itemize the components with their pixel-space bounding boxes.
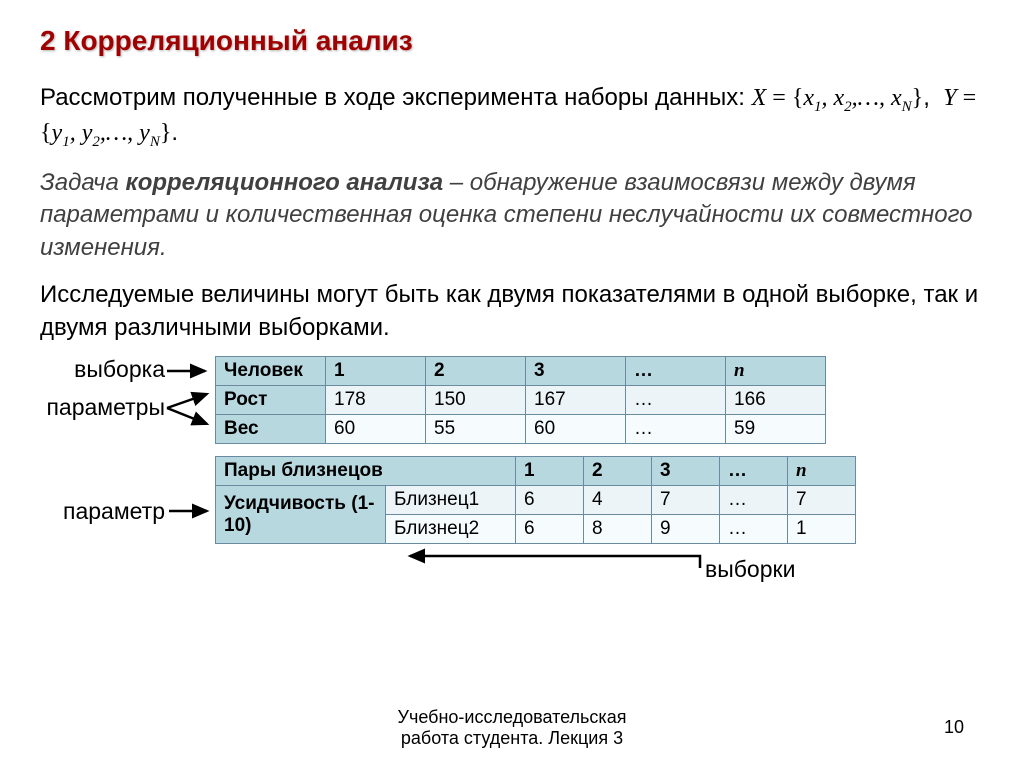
table2-header-cell: 3 <box>652 457 720 486</box>
table1-cell: Рост <box>216 386 326 415</box>
footer: Учебно-исследовательская работа студента… <box>0 707 1024 750</box>
table2-cell: 6 <box>516 515 584 544</box>
task-bold: корреляционного анализа <box>126 169 444 196</box>
table2-zone: параметр Пары близнецов123…nУсидчивость … <box>215 456 1005 544</box>
page-number: 10 <box>944 717 964 738</box>
table2-cell: 8 <box>584 515 652 544</box>
label-vyborka: выборка <box>50 356 165 383</box>
slide-title: 2 Корреляционный анализ <box>40 25 984 57</box>
table2-cell: 9 <box>652 515 720 544</box>
table2-cell: 7 <box>652 486 720 515</box>
table1: Человек123…nРост178150167…166Вес605560…5… <box>215 356 826 444</box>
table2-subrow-label: Близнец1 <box>386 486 516 515</box>
table2-header-cell: … <box>720 457 788 486</box>
table2-cell: … <box>720 515 788 544</box>
table1-cell: … <box>626 386 726 415</box>
arrow-parametr <box>167 502 215 520</box>
table2-cell: … <box>720 486 788 515</box>
table1-header-cell: 2 <box>426 357 526 386</box>
table1-header-cell: n <box>726 357 826 386</box>
table1-cell: 150 <box>426 386 526 415</box>
label-parametr: параметр <box>45 498 165 525</box>
table1-header-cell: Человек <box>216 357 326 386</box>
table1-cell: Вес <box>216 415 326 444</box>
table1-cell: 60 <box>326 415 426 444</box>
table1-cell: 167 <box>526 386 626 415</box>
table2-header-cell: n <box>788 457 856 486</box>
table2: Пары близнецов123…nУсидчивость (1-10)Бли… <box>215 456 856 544</box>
footer-line1: Учебно-исследовательская <box>398 707 627 727</box>
arrow-vyborka <box>165 362 213 380</box>
table1-cell: 166 <box>726 386 826 415</box>
table1-cell: 55 <box>426 415 526 444</box>
table2-subrow-label: Близнец2 <box>386 515 516 544</box>
footer-line2: работа студента. Лекция 3 <box>401 728 623 748</box>
arrow-parametry <box>165 386 215 436</box>
table2-group-label: Усидчивость (1-10) <box>216 486 386 544</box>
slide: 2 Корреляционный анализ Рассмотрим получ… <box>0 0 1024 768</box>
table1-header-cell: 3 <box>526 357 626 386</box>
table2-cell: 1 <box>788 515 856 544</box>
table2-cell: 6 <box>516 486 584 515</box>
table2-cell: 4 <box>584 486 652 515</box>
table2-header-cell: 2 <box>584 457 652 486</box>
table1-cell: 59 <box>726 415 826 444</box>
table1-cell: … <box>626 415 726 444</box>
task-lead: Задача <box>40 169 126 196</box>
label-parametry: параметры <box>35 394 165 421</box>
paragraph-task: Задача корреляционного анализа – обнаруж… <box>40 167 984 264</box>
table1-header-cell: … <box>626 357 726 386</box>
table2-header-cell: 1 <box>516 457 584 486</box>
paragraph-intro: Рассмотрим полученные в ходе эксперимент… <box>40 82 984 152</box>
table2-header-cell: Пары близнецов <box>216 457 516 486</box>
table1-header-cell: 1 <box>326 357 426 386</box>
table1-zone: выборка параметры Человек123…nРост178150… <box>215 356 1005 444</box>
table1-cell: 60 <box>526 415 626 444</box>
table2-cell: 7 <box>788 486 856 515</box>
paragraph-note: Исследуемые величины могут быть как двум… <box>40 279 984 344</box>
label-vyborki: выборки <box>705 556 825 583</box>
table1-cell: 178 <box>326 386 426 415</box>
formula-x: X = {x1, x2,…, xN} <box>752 85 924 111</box>
arrow-vyborki <box>395 546 715 576</box>
intro-text: Рассмотрим полученные в ходе эксперимент… <box>40 84 752 111</box>
